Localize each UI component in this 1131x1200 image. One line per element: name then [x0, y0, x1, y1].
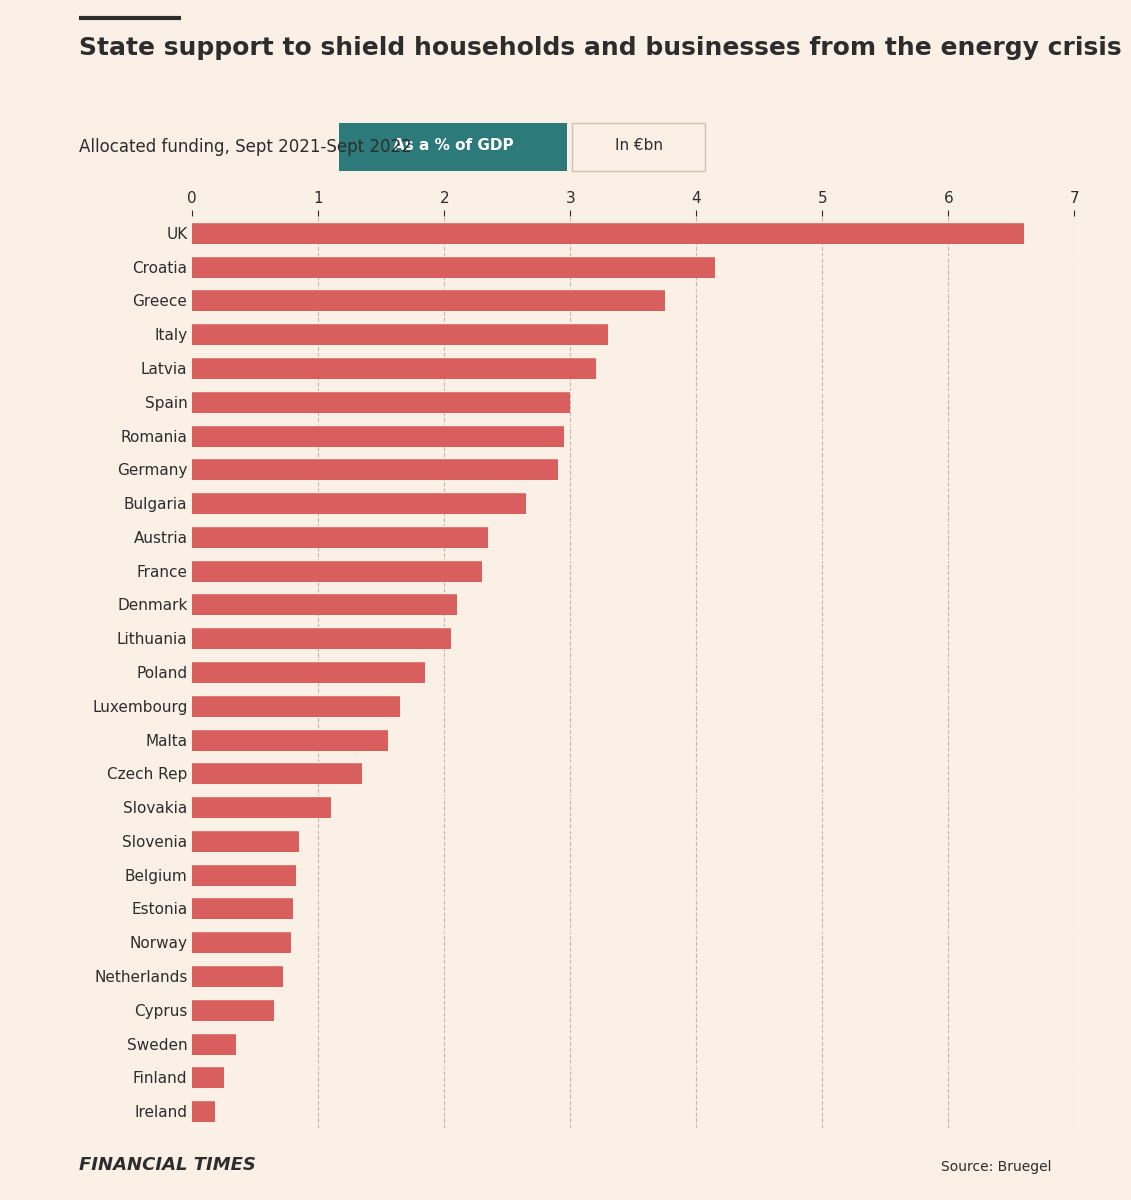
Bar	[192, 358, 596, 379]
Bar	[192, 661, 425, 683]
FancyBboxPatch shape	[572, 122, 705, 172]
FancyBboxPatch shape	[339, 122, 568, 172]
Bar	[192, 256, 715, 277]
Bar	[192, 628, 450, 649]
Text: FINANCIAL TIMES: FINANCIAL TIMES	[79, 1156, 256, 1174]
Bar	[192, 559, 482, 582]
Bar	[192, 965, 283, 986]
Text: In €bn: In €bn	[614, 138, 663, 154]
Bar	[192, 222, 1024, 244]
Bar	[192, 864, 295, 886]
Text: Allocated funding, Sept 2021-Sept 2022: Allocated funding, Sept 2021-Sept 2022	[79, 138, 412, 156]
Bar	[192, 492, 526, 514]
Bar	[192, 425, 564, 446]
Bar	[192, 1100, 215, 1122]
Bar	[192, 796, 331, 818]
Bar	[192, 998, 274, 1021]
Bar	[192, 728, 388, 750]
Bar	[192, 289, 665, 312]
Bar	[192, 391, 570, 413]
Text: Source: Bruegel: Source: Bruegel	[941, 1159, 1052, 1174]
Text: As a % of GDP: As a % of GDP	[392, 138, 513, 154]
Bar	[192, 458, 558, 480]
Bar	[192, 1032, 236, 1055]
Bar	[192, 594, 457, 616]
Bar	[192, 931, 291, 953]
Bar	[192, 526, 489, 548]
Text: State support to shield households and businesses from the energy crisis: State support to shield households and b…	[79, 36, 1122, 60]
Bar	[192, 898, 293, 919]
Bar	[192, 1067, 224, 1088]
Bar	[192, 830, 300, 852]
Bar	[192, 695, 400, 716]
Bar	[192, 323, 608, 346]
Bar	[192, 762, 362, 785]
